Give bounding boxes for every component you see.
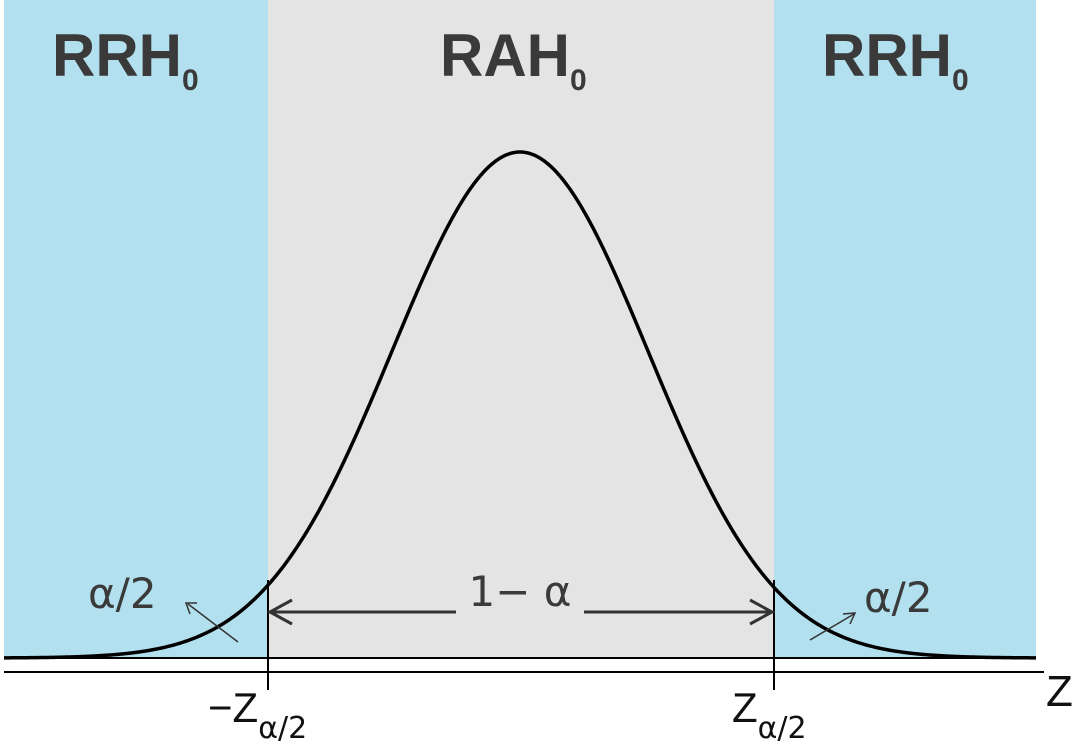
normal-distribution-curve	[3, 150, 1037, 660]
region-label-center-main: RAH	[440, 22, 570, 89]
right-tail-arrow	[809, 612, 857, 641]
rejection-region-left	[4, 0, 268, 658]
right-critical-label: Zα/2	[732, 684, 807, 746]
region-label-right-main: RRH	[822, 22, 952, 89]
region-label-left-sub: 0	[182, 64, 199, 97]
left-tail-arrow	[184, 602, 239, 643]
left-critical-label: −Zα/2	[208, 684, 307, 746]
center-area-arrow	[266, 598, 776, 626]
left-critical-main: −Z	[208, 684, 258, 731]
region-label-left-main: RRH	[52, 22, 182, 89]
left-tail-label: α/2	[88, 569, 157, 618]
left-critical-sub: α/2	[258, 711, 307, 746]
region-label-right-sub: 0	[952, 64, 969, 97]
center-area-label: 1− α	[469, 567, 572, 616]
region-label-left: RRH0	[52, 22, 199, 97]
z-axis-label: Z	[1046, 667, 1073, 716]
right-critical-main: Z	[732, 684, 758, 731]
region-label-right: RRH0	[822, 22, 969, 97]
region-label-center-sub: 0	[570, 64, 587, 97]
right-critical-sub: α/2	[758, 711, 807, 746]
region-label-center: RAH0	[440, 22, 587, 97]
acceptance-region	[268, 0, 774, 658]
right-tail-label: α/2	[864, 573, 933, 622]
rejection-region-right	[774, 0, 1036, 658]
